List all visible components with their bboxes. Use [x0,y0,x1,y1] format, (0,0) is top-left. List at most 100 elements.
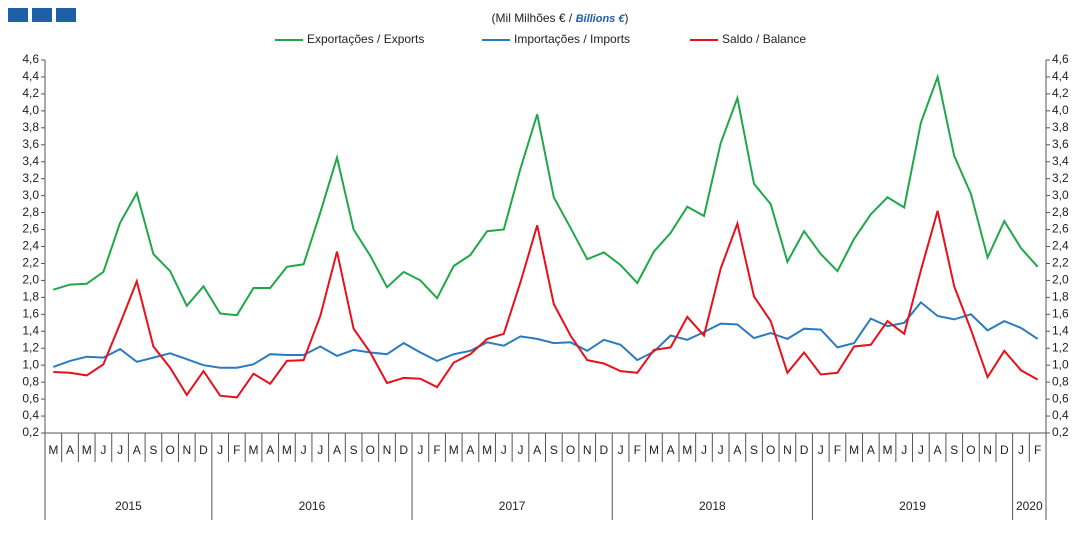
x-tick-label: J [501,443,507,457]
x-tick-label: F [1034,443,1041,457]
y-tick-label: 4,6 [22,52,39,66]
x-tick-label: J [317,443,323,457]
y-tick-label: 1,0 [1052,357,1069,371]
x-tick-label: F [834,443,841,457]
x-tick-label: A [333,443,341,457]
x-tick-label: J [918,443,924,457]
y-tick-label: 3,0 [1052,188,1069,202]
x-tick-label: O [966,443,975,457]
x-tick-label: A [266,443,274,457]
y-tick-label: 4,2 [22,86,39,100]
subtitle-part: (Mil Milhões € / [492,11,576,25]
x-tick-label: A [533,443,541,457]
y-tick-label: 0,4 [22,408,39,422]
y-tick-label: 2,6 [1052,222,1069,236]
y-tick-label: 4,0 [1052,103,1069,117]
y-tick-label: 2,4 [1052,239,1069,253]
y-tick-label: 4,6 [1052,52,1069,66]
y-tick-label: 3,6 [1052,137,1069,151]
x-tick-label: A [733,443,741,457]
x-tick-label: M [482,443,492,457]
x-tick-label: J [901,443,907,457]
x-tick-label: J [517,443,523,457]
logo-block [56,8,76,22]
year-label: 2017 [499,499,526,513]
x-tick-label: J [1018,443,1024,457]
x-tick-label: J [701,443,707,457]
y-tick-label: 0,2 [22,425,39,439]
y-tick-label: 1,2 [22,340,39,354]
y-tick-label: 2,8 [1052,205,1069,219]
legend-label: Saldo / Balance [722,32,806,46]
y-tick-label: 0,6 [1052,391,1069,405]
x-tick-label: F [634,443,641,457]
x-tick-label: F [233,443,240,457]
x-tick-label: N [182,443,191,457]
y-tick-label: 0,8 [22,374,39,388]
x-tick-label: A [867,443,875,457]
y-tick-label: 3,2 [1052,171,1069,185]
x-tick-label: N [383,443,392,457]
x-tick-label: D [399,443,408,457]
x-tick-label: A [133,443,141,457]
y-tick-label: 2,0 [22,273,39,287]
x-tick-label: O [366,443,375,457]
x-tick-label: M [682,443,692,457]
y-tick-label: 1,4 [22,323,39,337]
y-tick-label: 1,6 [1052,306,1069,320]
y-tick-label: 4,4 [22,69,39,83]
series-line [52,300,1039,369]
x-tick-label: M [82,443,92,457]
x-tick-label: J [100,443,106,457]
x-tick-label: A [934,443,942,457]
y-tick-label: 1,4 [1052,323,1069,337]
year-label: 2015 [115,499,142,513]
x-tick-label: F [433,443,440,457]
legend-label: Exportações / Exports [307,32,424,46]
x-tick-label: M [449,443,459,457]
y-tick-label: 3,8 [1052,120,1069,134]
x-tick-label: D [1000,443,1009,457]
y-tick-label: 1,2 [1052,340,1069,354]
year-label: 2019 [899,499,926,513]
y-tick-label: 1,8 [1052,290,1069,304]
x-tick-label: S [950,443,958,457]
x-tick-label: M [282,443,292,457]
x-tick-label: A [66,443,74,457]
y-tick-label: 3,0 [22,188,39,202]
x-tick-label: N [583,443,592,457]
x-tick-label: A [466,443,474,457]
x-tick-label: N [983,443,992,457]
x-tick-label: S [350,443,358,457]
y-tick-label: 0,4 [1052,408,1069,422]
y-tick-label: 3,6 [22,137,39,151]
x-tick-label: O [165,443,174,457]
x-tick-label: J [618,443,624,457]
y-tick-label: 2,4 [22,239,39,253]
x-tick-label: M [48,443,58,457]
y-tick-label: 2,2 [1052,256,1069,270]
y-tick-label: 1,8 [22,290,39,304]
y-tick-label: 2,8 [22,205,39,219]
y-tick-label: 2,6 [22,222,39,236]
logo-block [32,8,52,22]
y-tick-label: 2,0 [1052,273,1069,287]
x-tick-label: J [718,443,724,457]
year-label: 2018 [699,499,726,513]
y-tick-label: 0,6 [22,391,39,405]
x-tick-label: D [199,443,208,457]
x-tick-label: A [667,443,675,457]
x-tick-label: O [766,443,775,457]
y-tick-label: 1,0 [22,357,39,371]
y-tick-label: 3,8 [22,120,39,134]
x-tick-label: M [249,443,259,457]
x-tick-label: M [883,443,893,457]
x-tick-label: J [117,443,123,457]
y-tick-label: 2,2 [22,256,39,270]
x-tick-label: M [649,443,659,457]
y-tick-label: 4,0 [22,103,39,117]
x-tick-label: D [800,443,809,457]
series-line [53,73,1039,317]
x-tick-label: J [818,443,824,457]
